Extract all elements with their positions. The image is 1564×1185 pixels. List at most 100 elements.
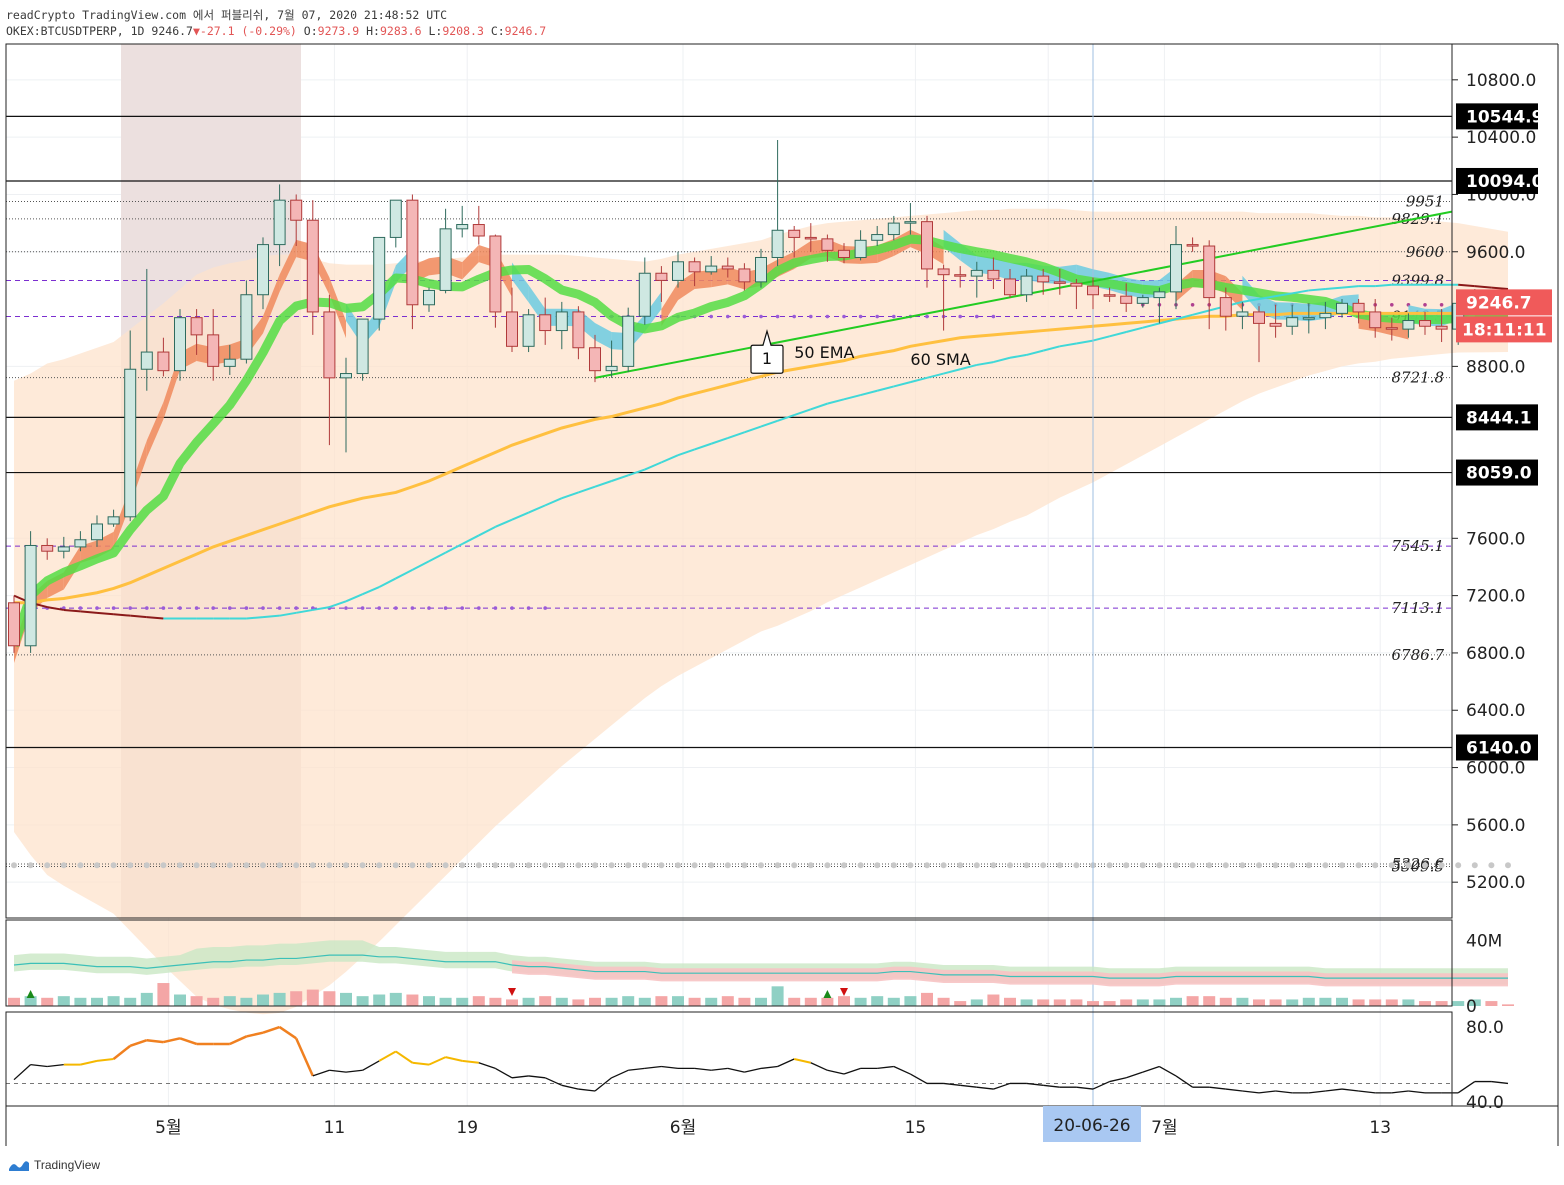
candle-body[interactable] bbox=[140, 351, 153, 370]
candle-body[interactable] bbox=[389, 199, 402, 238]
candle-body[interactable] bbox=[622, 315, 635, 367]
candle-body[interactable] bbox=[771, 229, 784, 258]
candle-body[interactable] bbox=[340, 373, 352, 379]
candle-body[interactable] bbox=[572, 311, 585, 349]
candles[interactable] bbox=[8, 139, 1514, 653]
candle-body[interactable] bbox=[755, 256, 767, 283]
candle-body[interactable] bbox=[423, 289, 435, 306]
candle-body[interactable] bbox=[1302, 317, 1315, 320]
candle-body[interactable] bbox=[688, 261, 701, 273]
candle-body[interactable] bbox=[373, 236, 386, 320]
candle-body[interactable] bbox=[804, 236, 817, 240]
candle-body[interactable] bbox=[1070, 282, 1083, 287]
candle-body[interactable] bbox=[223, 358, 236, 367]
candle-body[interactable] bbox=[406, 199, 419, 306]
candle-body[interactable] bbox=[107, 516, 120, 525]
candle-body[interactable] bbox=[240, 294, 253, 360]
candle-body[interactable] bbox=[655, 272, 668, 281]
candle-body[interactable] bbox=[738, 268, 751, 283]
candle-body[interactable] bbox=[1087, 285, 1099, 296]
candle-body[interactable] bbox=[605, 365, 618, 372]
candle-body[interactable] bbox=[207, 334, 220, 367]
candle-body[interactable] bbox=[1186, 244, 1199, 247]
support-dot bbox=[1272, 862, 1279, 869]
candle-body[interactable] bbox=[1253, 311, 1265, 324]
symbol-label[interactable]: OKEX:BTCUSDTPERP, 1D bbox=[6, 24, 145, 38]
candle-body[interactable] bbox=[257, 244, 269, 296]
candle-body[interactable] bbox=[1286, 317, 1299, 327]
candle-body[interactable] bbox=[24, 544, 37, 647]
candle-body[interactable] bbox=[1120, 295, 1133, 304]
candle-body[interactable] bbox=[987, 269, 1000, 280]
candle-body[interactable] bbox=[91, 523, 103, 541]
brand[interactable]: TradingView bbox=[8, 1158, 100, 1172]
candle-body[interactable] bbox=[1435, 325, 1448, 330]
candle-body[interactable] bbox=[854, 239, 867, 258]
support-dot bbox=[907, 862, 914, 869]
candle-body[interactable] bbox=[1269, 322, 1282, 327]
candle-body[interactable] bbox=[41, 544, 54, 552]
candle-body[interactable] bbox=[970, 269, 983, 277]
candle-body[interactable] bbox=[1053, 281, 1066, 284]
candle-body[interactable] bbox=[1153, 291, 1166, 299]
candle-body[interactable] bbox=[439, 228, 452, 291]
candle-body[interactable] bbox=[1219, 297, 1232, 317]
candle-body[interactable] bbox=[290, 199, 303, 221]
candle-body[interactable] bbox=[1385, 327, 1398, 330]
candle-body[interactable] bbox=[456, 224, 469, 230]
level-box-label: 6140.0 bbox=[1466, 738, 1532, 758]
candle-body[interactable] bbox=[1352, 302, 1365, 313]
candle-body[interactable] bbox=[190, 317, 203, 336]
candle-body[interactable] bbox=[555, 311, 568, 332]
candle-body[interactable] bbox=[472, 224, 485, 237]
candle-body[interactable] bbox=[821, 238, 834, 251]
candle-body[interactable] bbox=[174, 317, 186, 372]
volume-bar bbox=[356, 996, 369, 1006]
candle-body[interactable] bbox=[306, 219, 319, 313]
candle-body[interactable] bbox=[705, 265, 718, 273]
candle-body[interactable] bbox=[672, 261, 684, 281]
candle-body[interactable] bbox=[8, 602, 20, 647]
candle-body[interactable] bbox=[124, 368, 137, 518]
candle-body[interactable] bbox=[1170, 244, 1182, 293]
candle-body[interactable] bbox=[904, 221, 917, 224]
candle-body[interactable] bbox=[887, 222, 900, 236]
sma60-segment bbox=[777, 414, 795, 422]
candle-body[interactable] bbox=[539, 314, 552, 332]
candle-body[interactable] bbox=[489, 235, 502, 313]
candle-body[interactable] bbox=[788, 229, 801, 238]
volume-bar bbox=[1502, 1004, 1514, 1006]
candle-body[interactable] bbox=[1319, 312, 1332, 319]
candle-body[interactable] bbox=[1103, 294, 1116, 297]
candle-body[interactable] bbox=[1020, 275, 1033, 296]
candle-body[interactable] bbox=[356, 318, 369, 375]
candle-body[interactable] bbox=[1136, 297, 1149, 304]
candle-body[interactable] bbox=[589, 347, 601, 372]
purple-dot bbox=[842, 314, 846, 319]
candle-body[interactable] bbox=[1236, 311, 1249, 317]
candle-body[interactable] bbox=[323, 311, 336, 379]
candle-body[interactable] bbox=[1004, 278, 1016, 296]
candle-body[interactable] bbox=[74, 539, 87, 548]
candle-body[interactable] bbox=[954, 274, 967, 277]
candle-body[interactable] bbox=[1203, 245, 1216, 299]
candle-body[interactable] bbox=[937, 268, 950, 276]
candle-body[interactable] bbox=[921, 221, 933, 270]
volume-bar bbox=[1452, 1001, 1465, 1006]
candle-body[interactable] bbox=[721, 265, 734, 270]
candle-body[interactable] bbox=[1402, 320, 1415, 330]
candle-body[interactable] bbox=[871, 234, 884, 241]
candle-body[interactable] bbox=[57, 546, 70, 552]
candle-body[interactable] bbox=[273, 199, 286, 246]
candle-body[interactable] bbox=[1369, 311, 1382, 329]
candle-body[interactable] bbox=[506, 311, 518, 347]
candle-body[interactable] bbox=[1037, 275, 1050, 283]
candle-body[interactable] bbox=[522, 314, 535, 347]
candle-body[interactable] bbox=[157, 351, 170, 372]
candle-body[interactable] bbox=[1336, 302, 1348, 314]
candle-body[interactable] bbox=[838, 249, 850, 258]
candle-body[interactable] bbox=[638, 272, 651, 317]
support-dot bbox=[575, 862, 582, 869]
candle-body[interactable] bbox=[1419, 320, 1431, 327]
